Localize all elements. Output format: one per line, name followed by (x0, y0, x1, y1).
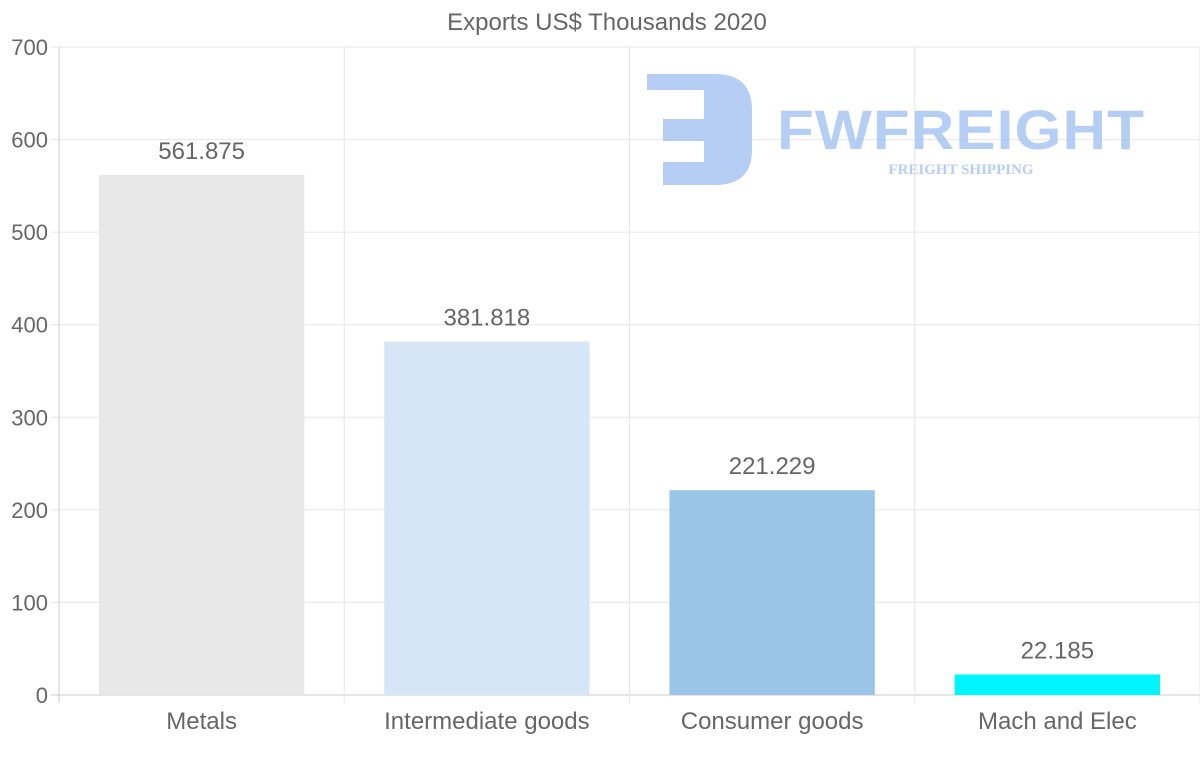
x-tick-label: Mach and Elec (978, 708, 1137, 735)
data-label: 221.229 (729, 453, 816, 480)
watermark-tagline: FREIGHT SHIPPING (888, 162, 1033, 178)
x-axis: Metals Intermediate goods Consumer goods Ma… (166, 708, 1136, 735)
data-label: 22.185 (1021, 637, 1094, 664)
bars (98, 174, 1161, 696)
bar-consumer-goods (669, 490, 875, 695)
bar-intermediate-goods (384, 341, 590, 695)
y-axis: 0 100 200 300 400 500 600 700 (11, 35, 48, 708)
logo-mark-icon (647, 74, 752, 185)
y-tick-label: 700 (11, 35, 48, 60)
y-tick-label: 400 (11, 313, 48, 338)
y-tick-label: 200 (11, 498, 48, 523)
value-labels: 561.875 381.818 221.229 22.185 (158, 138, 1094, 665)
x-tick-label: Metals (166, 708, 237, 735)
y-tick-label: 600 (11, 128, 48, 153)
data-label: 381.818 (443, 305, 530, 332)
y-tick-label: 100 (11, 590, 48, 615)
chart-title: Exports US$ Thousands 2020 (447, 9, 767, 36)
x-tick-label: Intermediate goods (384, 708, 589, 735)
data-label: 561.875 (158, 138, 245, 165)
y-tick-label: 300 (11, 405, 48, 430)
x-tick-label: Consumer goods (681, 708, 864, 735)
bar-metals (98, 174, 305, 696)
y-tick-label: 500 (11, 220, 48, 245)
y-tick-label: 0 (36, 683, 48, 708)
watermark-brand: FWFREIGHT (777, 98, 1145, 161)
bar-mach-and-elec (954, 674, 1161, 695)
watermark-logo: FWFREIGHT FREIGHT SHIPPING (647, 74, 1145, 185)
